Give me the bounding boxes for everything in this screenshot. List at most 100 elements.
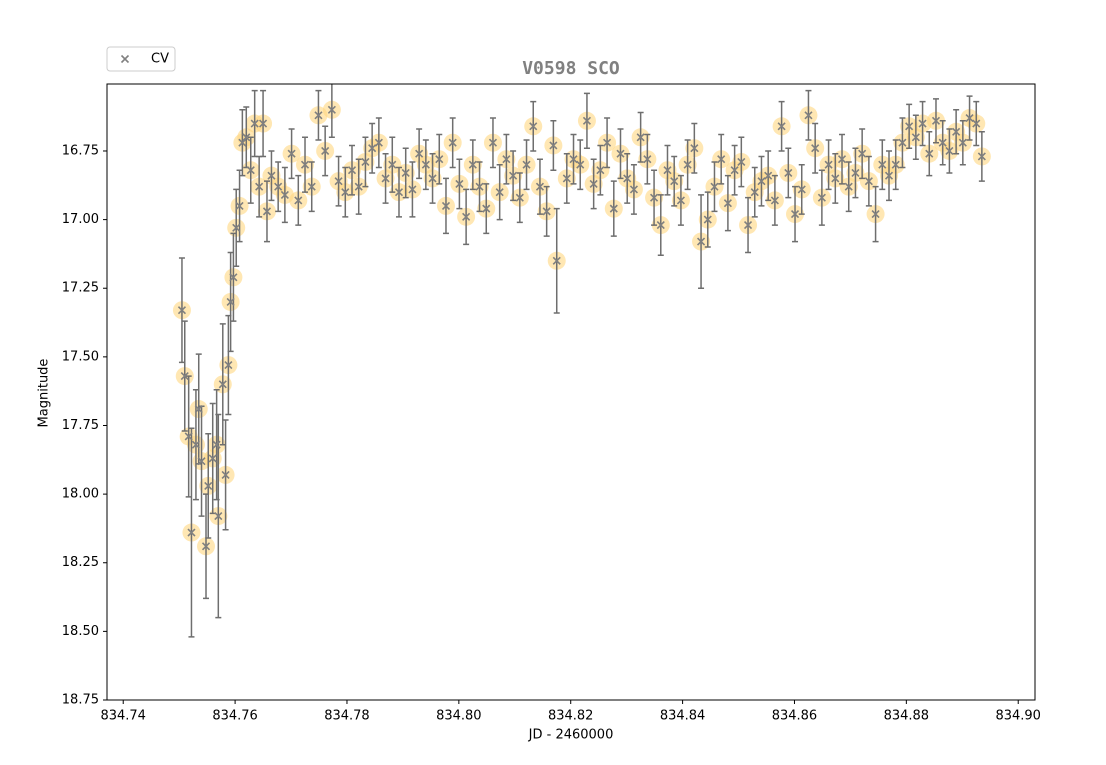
point: [374, 138, 383, 147]
x-tick-label: 834.82: [548, 709, 594, 724]
x-tick-label: 834.76: [212, 709, 258, 724]
point: [569, 155, 578, 164]
point: [327, 105, 336, 114]
point: [354, 182, 363, 191]
point: [180, 372, 189, 381]
point: [811, 144, 820, 153]
point: [925, 149, 934, 158]
point: [864, 177, 873, 186]
point: [214, 512, 223, 521]
point: [509, 171, 518, 180]
point: [931, 116, 941, 125]
y-tick-label: 17.25: [62, 281, 99, 296]
point: [267, 171, 276, 180]
point: [388, 160, 397, 169]
point: [764, 171, 773, 180]
point: [401, 168, 410, 178]
point: [911, 133, 920, 142]
point: [730, 166, 739, 175]
point: [177, 306, 187, 315]
x-tick-label: 834.80: [436, 709, 482, 724]
point: [307, 182, 316, 191]
point: [549, 141, 558, 150]
point: [562, 174, 571, 183]
point: [757, 177, 766, 186]
point: [502, 155, 511, 164]
point: [204, 481, 213, 490]
point: [455, 179, 464, 188]
point: [596, 166, 605, 175]
point: [415, 149, 424, 158]
legend-box: [106, 46, 176, 72]
point: [703, 215, 712, 224]
point: [710, 182, 719, 191]
point: [475, 182, 484, 191]
point: [696, 237, 706, 246]
point: [918, 119, 927, 128]
point: [197, 457, 206, 466]
point: [300, 160, 310, 169]
point: [670, 177, 679, 186]
point: [663, 166, 672, 175]
point: [723, 199, 732, 208]
y-tick-label: 16.75: [62, 143, 99, 158]
point: [977, 152, 986, 161]
point: [468, 160, 477, 169]
y-tick-label: 18.50: [62, 624, 99, 639]
point: [435, 155, 444, 164]
point: [609, 204, 618, 213]
point: [347, 166, 357, 175]
point: [770, 196, 779, 205]
point: [871, 210, 880, 219]
point: [844, 182, 853, 191]
point: [965, 113, 974, 123]
y-tick-label: 18.75: [62, 693, 99, 708]
point: [945, 146, 954, 156]
point: [428, 174, 437, 183]
point: [221, 470, 230, 479]
point: [589, 179, 598, 188]
point: [462, 212, 471, 221]
point: [246, 166, 255, 175]
point: [542, 207, 551, 216]
point: [394, 188, 404, 197]
point: [194, 404, 203, 414]
point: [629, 185, 638, 194]
point: [858, 149, 867, 158]
point: [274, 182, 283, 191]
point: [831, 174, 840, 183]
point: [552, 256, 561, 265]
point: [408, 185, 417, 194]
point: [636, 133, 645, 142]
point: [972, 119, 981, 128]
chart-title: V0598 SCO: [522, 58, 620, 79]
point: [851, 168, 860, 178]
point: [891, 160, 900, 169]
y-tick-label: 17.50: [62, 349, 99, 364]
point: [690, 144, 699, 153]
point: [522, 160, 531, 169]
plot-area: [172, 84, 991, 638]
point: [535, 182, 545, 191]
point: [952, 127, 961, 136]
point: [255, 182, 264, 191]
point: [958, 138, 967, 147]
point: [797, 185, 806, 194]
point: [368, 144, 377, 153]
point: [717, 155, 726, 164]
point: [187, 528, 196, 537]
point: [515, 193, 524, 202]
x-tick-label: 834.86: [772, 709, 818, 724]
x-axis-label: JD - 2460000: [528, 728, 614, 743]
point: [448, 138, 457, 147]
point: [582, 116, 592, 125]
point: [258, 119, 268, 128]
point: [294, 196, 303, 205]
point: [650, 193, 659, 202]
point: [334, 177, 343, 186]
point: [743, 221, 753, 230]
x-tick-label: 834.88: [884, 709, 930, 724]
point: [656, 221, 665, 230]
point: [191, 440, 201, 449]
